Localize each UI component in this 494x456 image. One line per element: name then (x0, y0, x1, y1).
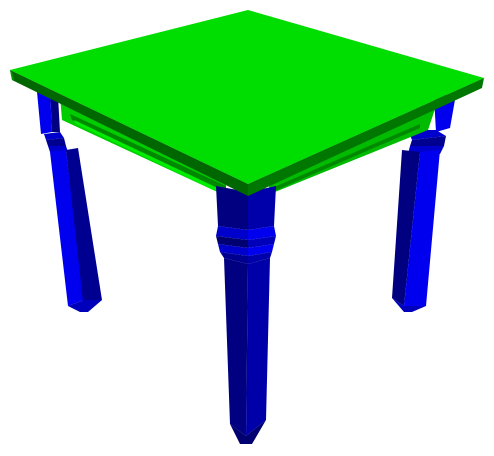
table-top (10, 10, 484, 196)
table-leg-back-right (392, 94, 456, 312)
table-leg-back-left (37, 90, 102, 312)
table-leg-front (216, 186, 276, 444)
